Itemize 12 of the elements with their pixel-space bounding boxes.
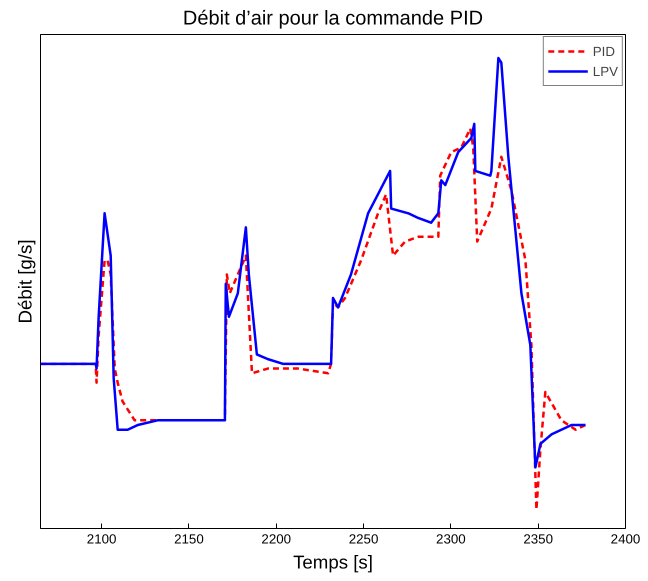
legend-label: LPV [592,64,618,78]
x-tick-label: 2150 [174,532,204,546]
x-tick-label: 2350 [523,532,554,546]
x-tick-label: 2300 [436,532,466,546]
x-tick-label: 2400 [610,532,640,546]
y-axis-title: Débit [g/s] [14,239,36,324]
chart-title: Débit d’air pour la commande PID [182,8,484,30]
x-tick-label: 2200 [261,532,292,546]
x-axis-title: Temps [s] [293,552,373,572]
x-tick-label: 2250 [348,532,378,546]
legend-label: PID [592,44,616,58]
x-tick-label: 2100 [86,532,116,546]
